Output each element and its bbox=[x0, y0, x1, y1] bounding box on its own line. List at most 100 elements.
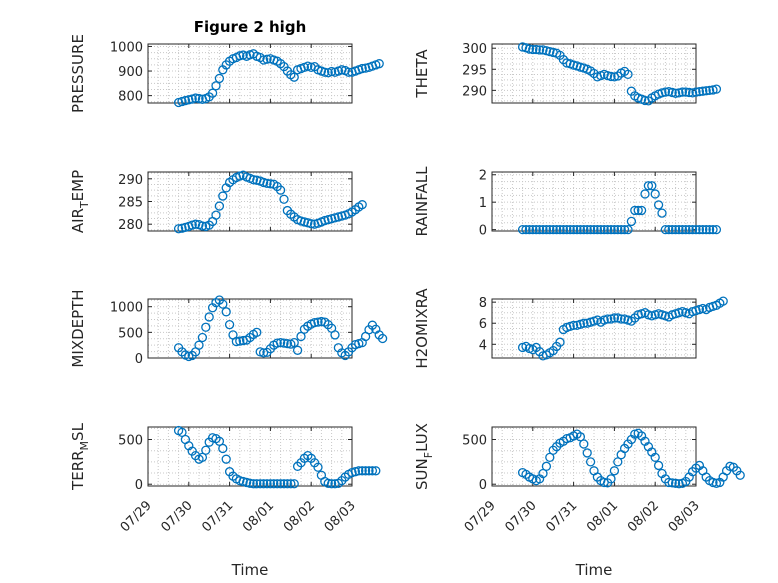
data-point bbox=[694, 86, 705, 97]
data-point bbox=[650, 452, 660, 463]
data-point bbox=[248, 479, 259, 489]
data-point bbox=[623, 224, 633, 235]
data-point bbox=[218, 443, 228, 454]
data-point bbox=[197, 332, 208, 343]
data-point bbox=[609, 313, 620, 323]
x-tick-label: 07/29 bbox=[118, 498, 155, 535]
data-point bbox=[647, 181, 657, 191]
data-point bbox=[265, 479, 276, 489]
data-point bbox=[718, 296, 728, 306]
data-point bbox=[323, 478, 333, 488]
y-tick-label: 1 bbox=[479, 196, 487, 211]
data-point bbox=[606, 474, 616, 484]
data-point bbox=[643, 181, 654, 191]
data-point bbox=[531, 224, 541, 235]
data-point bbox=[528, 224, 538, 235]
data-point bbox=[224, 319, 235, 330]
x-tick-label: 08/03 bbox=[322, 498, 359, 535]
data-point bbox=[708, 224, 718, 235]
data-point bbox=[286, 479, 296, 489]
subplot-4: 0 1 2 RAINFALL bbox=[413, 166, 722, 239]
data-point bbox=[313, 317, 323, 327]
data-point bbox=[585, 457, 596, 467]
data-point bbox=[289, 72, 299, 82]
data-point bbox=[609, 224, 620, 235]
data-point bbox=[701, 86, 711, 96]
data-point bbox=[326, 479, 337, 489]
data-point bbox=[279, 479, 289, 489]
data-point bbox=[521, 224, 531, 235]
data-point bbox=[262, 54, 272, 64]
data-point bbox=[258, 348, 269, 358]
data-point bbox=[194, 93, 204, 104]
data-point bbox=[289, 479, 299, 489]
data-point bbox=[670, 224, 681, 235]
data-point bbox=[698, 86, 708, 96]
data-point bbox=[606, 224, 616, 235]
y-tick-label: 0 bbox=[479, 478, 487, 493]
data-point bbox=[633, 205, 643, 216]
data-point bbox=[214, 201, 225, 211]
data-point bbox=[538, 224, 548, 235]
data-point bbox=[579, 439, 589, 449]
x-axis-label: Time bbox=[231, 561, 269, 579]
data-point bbox=[701, 224, 711, 235]
chart-title: Figure 2 high bbox=[194, 18, 307, 36]
axes-box bbox=[147, 298, 353, 359]
data-point bbox=[582, 224, 592, 235]
data-point bbox=[568, 320, 579, 330]
data-point bbox=[292, 345, 303, 355]
axes-box bbox=[147, 426, 353, 487]
y-tick-label: 0 bbox=[479, 224, 487, 239]
data-point bbox=[548, 224, 558, 235]
x-tick-label: 07/31 bbox=[543, 498, 580, 535]
y-axis-label: RAINFALL bbox=[413, 166, 431, 237]
data-point bbox=[524, 44, 535, 54]
data-point bbox=[377, 333, 388, 344]
data-point bbox=[357, 466, 367, 476]
data-point bbox=[313, 462, 323, 472]
data-point bbox=[568, 224, 579, 235]
axes-box bbox=[491, 43, 697, 104]
data-point bbox=[357, 200, 367, 210]
data-point bbox=[711, 224, 722, 235]
data-point bbox=[558, 224, 569, 235]
data-point bbox=[343, 67, 354, 77]
data-point bbox=[541, 461, 552, 471]
y-tick-label: 0 bbox=[135, 478, 143, 493]
data-point bbox=[255, 479, 265, 489]
data-point bbox=[364, 466, 374, 476]
data-point bbox=[524, 224, 535, 235]
data-point bbox=[269, 479, 279, 489]
data-point bbox=[541, 224, 552, 235]
data-point bbox=[534, 224, 545, 235]
data-point bbox=[357, 63, 367, 74]
data-point bbox=[275, 337, 286, 348]
data-point bbox=[248, 175, 259, 185]
x-axis-label: Time bbox=[575, 561, 613, 579]
data-point bbox=[664, 477, 674, 488]
y-tick-label: 900 bbox=[118, 65, 143, 80]
y-tick-label: 2 bbox=[479, 169, 487, 184]
data-point bbox=[551, 224, 562, 235]
data-point bbox=[592, 224, 603, 235]
data-point bbox=[528, 44, 538, 55]
data-point bbox=[619, 224, 630, 235]
data-point bbox=[667, 224, 677, 235]
x-tick-label: 07/31 bbox=[199, 498, 236, 535]
data-point bbox=[207, 88, 218, 98]
data-point bbox=[565, 224, 575, 235]
y-tick-label: 285 bbox=[118, 196, 143, 211]
data-point bbox=[674, 224, 684, 235]
subplot-1: 800 900 1000 PRESSURE Figure 2 high bbox=[69, 18, 384, 113]
data-point bbox=[589, 224, 599, 235]
data-point bbox=[602, 314, 613, 324]
data-point bbox=[582, 448, 592, 458]
subplot-8: 0 500 07/29 07/30 07/31 08/01 08/02 08/03 Time SU… bbox=[413, 423, 745, 579]
data-point bbox=[667, 478, 677, 488]
y-axis-label: H2OMIXRA bbox=[413, 288, 431, 369]
data-point bbox=[272, 338, 282, 348]
data-point bbox=[258, 55, 269, 65]
data-point bbox=[218, 299, 228, 309]
data-point bbox=[677, 87, 688, 97]
